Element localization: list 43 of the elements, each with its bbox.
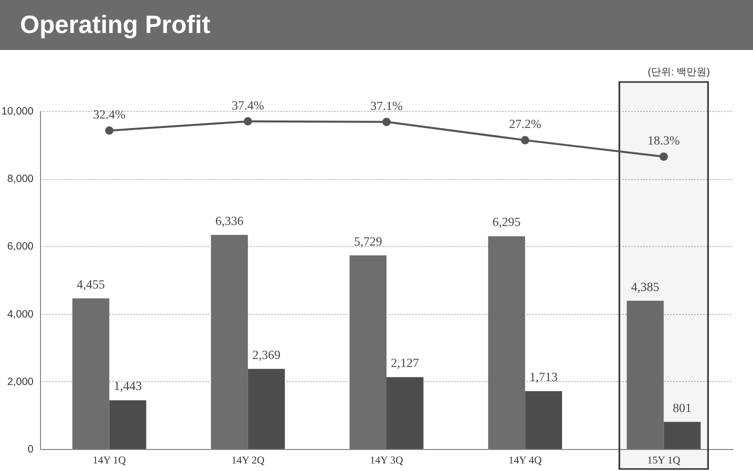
point	[660, 152, 668, 161]
point	[382, 118, 391, 126]
bar	[350, 255, 386, 449]
data-label: 6,295	[492, 215, 521, 230]
y-tick-label: 6,000	[7, 240, 34, 253]
x-tick-label: 14Y 1Q	[92, 456, 126, 466]
data-label: 37.1%	[370, 98, 403, 113]
bar	[626, 300, 664, 449]
data-label: 2,127	[390, 356, 420, 370]
point	[520, 136, 530, 144]
data-label: 4,455	[76, 277, 105, 292]
bar	[210, 234, 248, 449]
bar	[525, 391, 562, 449]
x-tick-label: 14Y 4Q	[508, 456, 542, 466]
data-label: 801	[672, 400, 692, 415]
data-label: 27.2%	[508, 117, 542, 132]
bar	[248, 368, 285, 449]
data-label: 1,443	[114, 379, 142, 394]
point	[244, 117, 252, 126]
bar	[72, 298, 110, 449]
data-label: 2,369	[252, 348, 280, 362]
data-label: 1,713	[530, 370, 558, 384]
data-label: 32.4%	[93, 108, 126, 122]
data-label: 18.3%	[648, 134, 680, 148]
x-tick-label: 14Y 2Q	[231, 456, 265, 466]
x-tick-label: 14Y 3Q	[370, 456, 404, 466]
text: (단위: 백만원)	[648, 67, 710, 78]
point	[105, 126, 114, 135]
bar	[488, 236, 526, 449]
y-tick-label: 10,000	[1, 106, 34, 118]
y-tick-label: 8,000	[7, 173, 34, 186]
data-label: 6,336	[215, 214, 244, 228]
y-tick-label: 2,000	[7, 376, 34, 388]
data-label: 4,385	[631, 280, 660, 294]
data-label: 37.4%	[232, 98, 264, 112]
bar	[109, 400, 146, 449]
y-tick-label: 0	[28, 444, 34, 456]
y-tick-label: 4,000	[7, 308, 34, 320]
bar	[664, 422, 701, 449]
data-label: 5,729	[354, 234, 382, 248]
x-tick-label: 15Y 1Q	[647, 456, 681, 466]
bar	[386, 377, 424, 449]
chart-title: Operating Profit	[20, 11, 211, 39]
